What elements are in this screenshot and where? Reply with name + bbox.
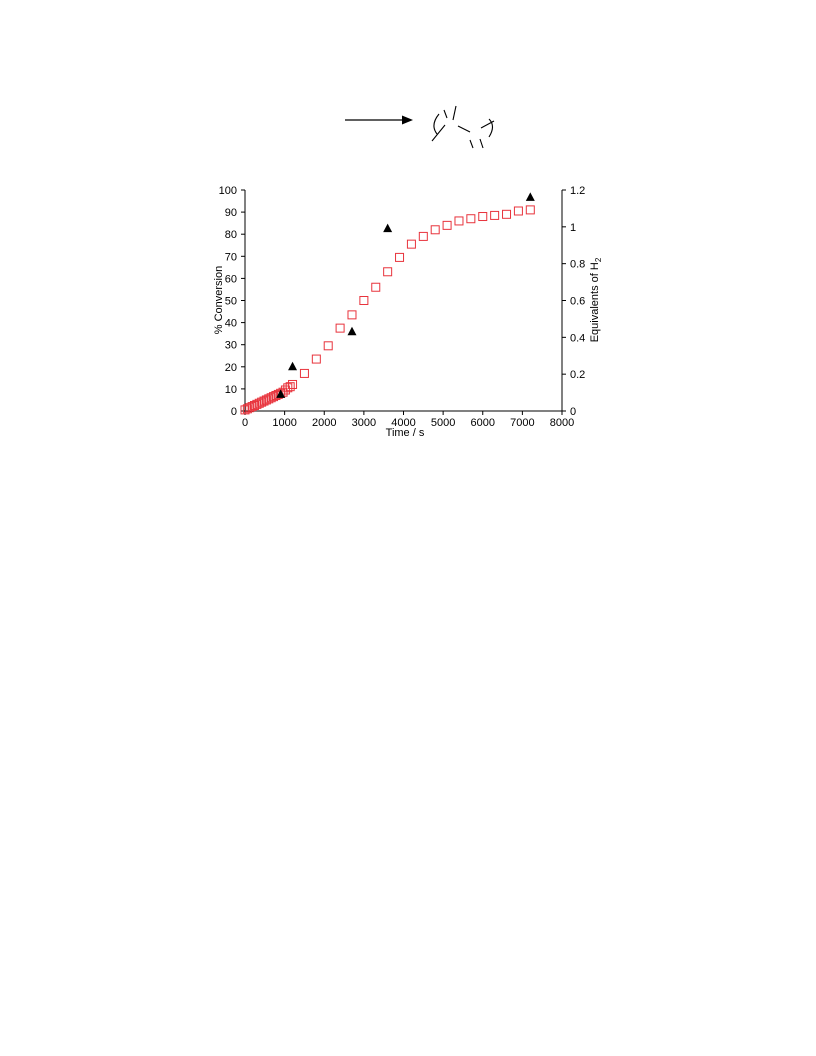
hydrogen-equivalents-point [383, 223, 393, 233]
right-y-tick-label: 0.2 [570, 369, 585, 381]
conversion-point [359, 296, 369, 305]
conversion-point [335, 323, 345, 333]
x-tick-label: 8000 [550, 417, 574, 429]
x-tick-label: 7000 [510, 417, 534, 429]
conversion-point [261, 395, 271, 405]
conversion-point [257, 397, 267, 407]
conversion-point [299, 368, 309, 378]
conversion-point [478, 212, 488, 222]
x-axis-ticks: 0 1000 2000 3000 4000 5000 6000 7000 8000 [242, 411, 574, 429]
right-y-axis-label: Equivalents of H2 [589, 257, 603, 342]
conversion-point [280, 385, 290, 395]
left-y-tick-label: 60 [225, 273, 237, 285]
left-y-tick-label: 20 [225, 362, 237, 374]
x-tick-label: 2000 [312, 417, 336, 429]
left-y-tick-label: 10 [225, 384, 237, 396]
conversion-point [525, 205, 535, 215]
x-tick-label: 1000 [272, 417, 296, 429]
right-y-tick-label: 0.8 [570, 259, 585, 271]
conversion-point [283, 383, 293, 393]
left-y-axis-label: % Conversion [213, 266, 225, 334]
chart-axes [244, 190, 563, 412]
left-y-tick-label: 70 [225, 251, 237, 263]
product-structure [431, 105, 495, 149]
left-y-tick-label: 30 [225, 340, 237, 352]
conversion-point [311, 354, 321, 364]
conversion-point [395, 252, 405, 262]
conversion-point [347, 310, 357, 320]
conversion-point [442, 220, 452, 230]
conversion-point [418, 231, 428, 241]
x-tick-label: 4000 [391, 417, 415, 429]
conversion-point [252, 399, 262, 409]
right-y-tick-label: 1.2 [570, 185, 585, 197]
conversion-point [288, 379, 298, 389]
right-y-axis-label-main: Equivalents of H [589, 262, 601, 342]
conversion-point [406, 239, 416, 249]
conversion-point [250, 400, 260, 410]
conversion-point [285, 382, 295, 392]
x-tick-label: 0 [242, 417, 248, 429]
left-y-tick-label: 90 [225, 207, 237, 219]
conversion-point [266, 393, 276, 403]
left-y-tick-label: 40 [225, 318, 237, 330]
hydrogen-equivalents-point [525, 192, 535, 201]
conversion-point [490, 210, 500, 220]
conversion-point [430, 225, 440, 235]
hydrogen-equivalents-point [276, 389, 286, 398]
x-tick-label: 3000 [352, 417, 376, 429]
x-tick-label: 5000 [431, 417, 455, 429]
chart-marks [240, 192, 535, 415]
conversion-point [513, 206, 523, 216]
reaction-arrow-head [402, 115, 413, 125]
conversion-point [247, 402, 257, 412]
conversion-point [323, 341, 333, 351]
left-y-tick-label: 50 [225, 296, 237, 308]
conversion-point [371, 282, 381, 292]
right-y-tick-label: 0 [570, 406, 576, 418]
left-y-tick-label: 80 [225, 229, 237, 241]
conversion-point [259, 396, 269, 406]
conversion-point [454, 216, 464, 226]
left-y-axis-ticks: 0 10 20 30 40 50 60 70 80 90 100 [219, 185, 245, 418]
conversion-point [254, 398, 264, 408]
conversion-point [383, 267, 393, 277]
reaction-scheme [345, 105, 495, 149]
hydrogen-equivalents-point [347, 326, 357, 336]
conversion-point [466, 214, 476, 224]
conversion-point [240, 405, 250, 415]
left-y-tick-label: 0 [231, 406, 237, 418]
conversion-point [502, 209, 512, 219]
right-y-axis-label-subscript: 2 [594, 257, 603, 262]
conversion-point [264, 394, 274, 404]
left-y-tick-label: 100 [219, 185, 237, 197]
conversion-point [242, 404, 252, 414]
right-y-tick-label: 0.4 [570, 332, 585, 344]
hydrogen-equivalents-point [288, 361, 298, 371]
right-y-axis-ticks: 0 0.2 0.4 0.6 0.8 1 1.2 [562, 185, 585, 418]
right-y-tick-label: 1 [570, 222, 576, 234]
conversion-point [245, 403, 255, 413]
x-tick-label: 6000 [471, 417, 495, 429]
x-axis-label: Time / s [386, 427, 425, 439]
right-y-tick-label: 0.6 [570, 296, 585, 308]
